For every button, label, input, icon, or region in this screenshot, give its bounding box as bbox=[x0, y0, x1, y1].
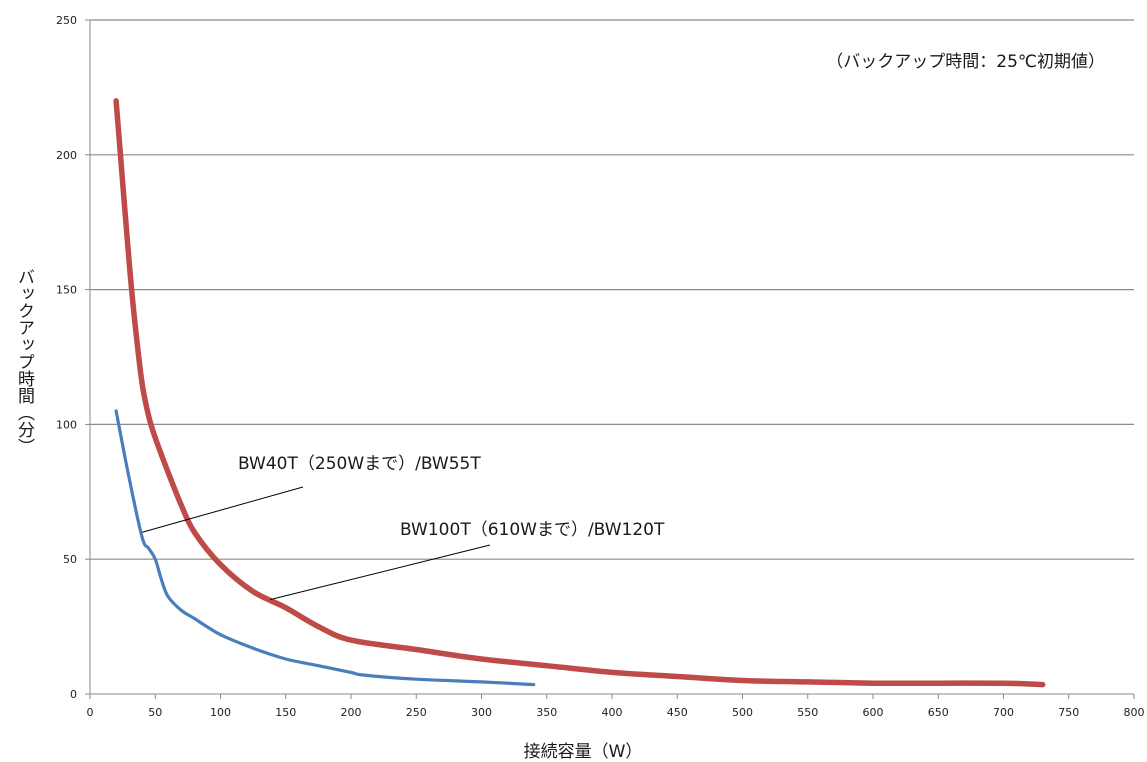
x-tick-label: 700 bbox=[993, 706, 1014, 719]
y-tick-label: 200 bbox=[56, 149, 77, 162]
x-tick-label: 550 bbox=[797, 706, 818, 719]
annotation-bw100t: BW100T（610Wまで）/BW120T bbox=[400, 520, 665, 540]
x-tick-label: 800 bbox=[1124, 706, 1145, 719]
x-tick-label: 0 bbox=[87, 706, 94, 719]
series-line-bw100t bbox=[113, 98, 1046, 688]
y-axis-ticks: 0 50 100 150 200 250 bbox=[56, 14, 90, 701]
y-axis-label: バックアップ時間（分） bbox=[14, 268, 35, 455]
y-tick-label: 0 bbox=[70, 688, 77, 701]
chart-note: （バックアップ時間：25℃初期値） bbox=[826, 52, 1105, 72]
y-tick-label: 150 bbox=[56, 284, 77, 297]
x-tick-label: 450 bbox=[667, 706, 688, 719]
x-tick-label: 500 bbox=[732, 706, 753, 719]
x-tick-label: 300 bbox=[471, 706, 492, 719]
y-tick-label: 50 bbox=[63, 553, 77, 566]
x-tick-label: 150 bbox=[275, 706, 296, 719]
x-tick-label: 50 bbox=[148, 706, 162, 719]
series-group bbox=[113, 98, 1046, 688]
x-tick-label: 400 bbox=[602, 706, 623, 719]
x-tick-label: 600 bbox=[863, 706, 884, 719]
annotation-bw40t: BW40T（250Wまで）/BW55T bbox=[238, 454, 481, 474]
x-tick-label: 750 bbox=[1058, 706, 1079, 719]
annotation-leader-bw100t bbox=[269, 544, 491, 601]
series-line-bw40t bbox=[114, 409, 536, 687]
x-tick-label: 650 bbox=[928, 706, 949, 719]
y-tick-label: 100 bbox=[56, 418, 77, 431]
gridlines bbox=[90, 19, 1134, 560]
x-tick-label: 200 bbox=[341, 706, 362, 719]
annotation-leader-bw40t bbox=[142, 486, 304, 533]
x-axis-ticks: 0 50 100 150 200 250 300 350 400 450 500 550 600 650 7… bbox=[87, 694, 1145, 719]
x-axis-label: 接続容量（W） bbox=[524, 742, 643, 762]
x-tick-label: 350 bbox=[536, 706, 557, 719]
x-tick-label: 250 bbox=[406, 706, 427, 719]
x-tick-label: 100 bbox=[210, 706, 231, 719]
y-tick-label: 250 bbox=[56, 14, 77, 27]
